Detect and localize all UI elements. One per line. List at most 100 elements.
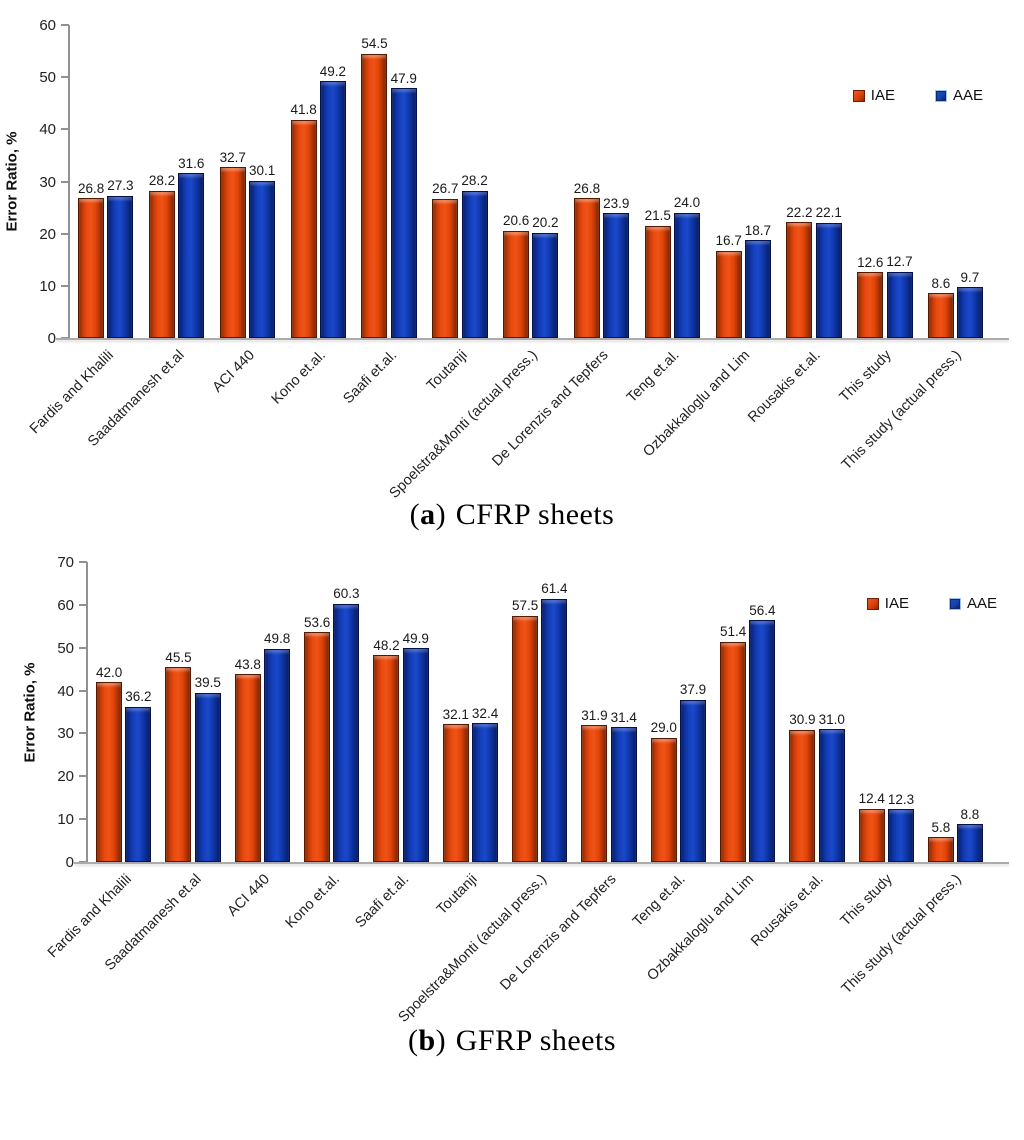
bar-group: 26.8 27.3: [78, 179, 134, 338]
bar-value-label: 32.4: [471, 705, 499, 721]
bar-with-label: 32.4: [472, 707, 498, 862]
caption-letter: b: [418, 1024, 436, 1057]
bar-value-label: 49.2: [319, 63, 347, 79]
bar-value-label: 32.1: [442, 706, 469, 722]
bar-group: 29.0 37.9: [650, 682, 707, 862]
bar-value-label: 39.5: [194, 675, 221, 691]
bar-iae: [361, 53, 388, 338]
bar-with-label: 26.8: [78, 182, 104, 338]
legend-item-aae: AAE: [934, 87, 983, 104]
bar-with-label: 22.1: [816, 206, 842, 338]
bar-group: 21.5 24.0: [645, 196, 700, 338]
x-axis-category: Rousakis et.al.: [748, 862, 845, 1014]
x-axis-category-label: ACI 440: [225, 871, 274, 920]
bar-group: 57.5 61.4: [512, 582, 568, 862]
bar-value-label: 16.7: [715, 233, 742, 249]
bar-value-label: 28.2: [148, 173, 176, 189]
bar-value-label: 29.0: [650, 720, 677, 736]
bar-aae: [610, 727, 637, 862]
x-axis-category: ACI 440: [210, 338, 276, 490]
bar-group: 51.4 56.4: [720, 604, 776, 862]
bar-value-label: 42.0: [96, 664, 123, 680]
bar-value-label: 27.3: [107, 178, 134, 194]
bar-with-label: 28.2: [149, 174, 175, 338]
bar-iae: [581, 725, 608, 862]
bar-with-label: 56.4: [749, 604, 776, 862]
bar-aae: [532, 232, 559, 338]
bar-with-label: 23.9: [603, 197, 629, 338]
bar-iae: [432, 198, 459, 338]
bar-with-label: 54.5: [361, 37, 388, 338]
bar-value-label: 37.9: [679, 682, 707, 698]
bar-with-label: 30.9: [789, 712, 816, 862]
figure-page: Error Ratio, % 0 10 20 30 40 50 60 26.8 27.3 28.…: [0, 18, 1024, 1140]
bar-value-label: 32.7: [219, 149, 246, 165]
chart-b-legend: IAE AAE: [866, 595, 997, 612]
bar-value-label: 31.4: [610, 709, 637, 725]
bar-value-label: 51.4: [719, 624, 747, 640]
bar-aae: [956, 824, 983, 862]
bar-with-label: 53.6: [304, 616, 330, 862]
bar-group: 31.9 31.4: [581, 709, 637, 862]
bar-iae: [78, 198, 105, 338]
bar-group: 43.8 49.8: [234, 632, 290, 862]
bar-iae: [715, 250, 742, 338]
bar-iae: [503, 230, 530, 338]
bar-with-label: 20.2: [532, 216, 559, 338]
bar-group: 20.6 20.2: [503, 214, 559, 338]
bar-with-label: 20.6: [503, 214, 529, 338]
bar-aae: [319, 81, 346, 338]
bar-with-label: 49.8: [264, 632, 290, 862]
bar-group: 22.2 22.1: [786, 206, 842, 338]
bar-value-label: 12.7: [886, 254, 913, 270]
bar-group: 42.0 36.2: [96, 664, 152, 862]
bar-iae: [304, 632, 331, 862]
bar-value-label: 43.8: [234, 656, 261, 672]
y-axis-title-text: Error Ratio, %: [21, 661, 39, 763]
bar-iae: [148, 190, 175, 338]
chart-a-legend: IAE AAE: [852, 87, 983, 104]
chart-a-bars: 26.8 27.3 28.2 31.6 32.7 30.1 41.8 49.2 54.5 47.9…: [68, 25, 1009, 338]
caption-paren: ): [435, 498, 447, 531]
bar-value-label: 20.6: [502, 213, 530, 229]
bar-with-label: 9.7: [956, 271, 983, 338]
y-axis-tick-label: 30: [39, 173, 56, 191]
bar-with-label: 12.6: [857, 256, 883, 338]
bar-aae: [956, 287, 983, 338]
y-axis-tick-label: 20: [57, 768, 74, 786]
bar-value-label: 57.5: [511, 598, 539, 614]
bar-group: 53.6 60.3: [304, 587, 360, 862]
x-axis-category-label: Kono et.al.: [268, 347, 330, 408]
bar-aae: [178, 173, 205, 338]
bar-value-label: 26.8: [78, 180, 105, 196]
bar-aae: [125, 706, 152, 862]
bar-value-label: 12.6: [857, 254, 884, 270]
bar-group: 32.1 32.4: [442, 706, 498, 862]
chart-b-x-axis-labels: Fardis and Khalili Saadatmanesh et.al ACI …: [45, 862, 1009, 1025]
bar-iae: [373, 655, 400, 862]
bar-with-label: 24.0: [674, 196, 700, 338]
bar-iae: [650, 737, 677, 862]
x-axis-category-label: Saafi et.al.: [351, 871, 412, 932]
x-axis-category-label: This study: [836, 347, 895, 406]
y-axis-tick-label: 60: [57, 596, 74, 614]
bar-iae: [234, 674, 261, 862]
x-axis-category: ACI 440: [225, 862, 291, 1014]
bar-group: 48.2 49.9: [373, 632, 429, 862]
iae-swatch-icon: [852, 89, 865, 102]
bar-aae: [749, 620, 776, 862]
x-axis-category-label: Kono et.al.: [282, 871, 343, 932]
bar-aae: [402, 648, 429, 862]
bar-group: 28.2 31.6: [149, 157, 205, 338]
bar-with-label: 31.9: [581, 709, 608, 862]
bar-iae: [219, 167, 246, 338]
caption-paren: (: [407, 1024, 419, 1057]
bar-with-label: 51.4: [720, 625, 746, 862]
bar-with-label: 36.2: [125, 690, 152, 862]
x-axis-category-label: Toutanji: [434, 871, 481, 918]
chart-b-caption: (b) GFRP sheets: [0, 1024, 1024, 1058]
legend-item-aae: AAE: [948, 595, 997, 612]
bar-value-label: 30.9: [789, 712, 816, 728]
bar-value-label: 18.7: [744, 222, 772, 238]
chart-b-section: Error Ratio, % 0 10 20 30 40 50 60 70 42.0 36.2 4…: [0, 555, 1024, 1058]
